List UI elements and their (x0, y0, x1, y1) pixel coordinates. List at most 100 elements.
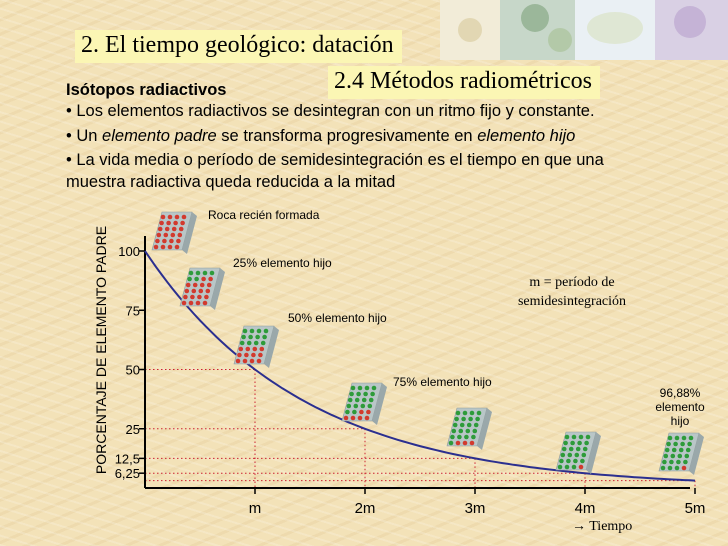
parent-atom (195, 300, 201, 306)
parent-atom (177, 232, 183, 238)
parent-atom (238, 346, 244, 352)
daughter-atom (263, 328, 269, 334)
parent-atom (366, 409, 371, 415)
daughter-atom (450, 434, 455, 440)
daughter-atom (578, 434, 584, 440)
daughter-atom (371, 385, 377, 391)
daughter-atom (561, 446, 567, 452)
daughter-atom (585, 434, 591, 440)
daughter-atom (262, 334, 267, 340)
parent-atom (469, 440, 475, 446)
daughter-atom (368, 397, 374, 403)
daughter-atom (364, 385, 370, 391)
parent-atom (159, 220, 164, 226)
cube-side (372, 383, 387, 425)
stage-label-6-line-0: 96,88% (660, 386, 701, 400)
daughter-atom (187, 276, 192, 282)
parent-atom (164, 226, 170, 232)
stage-cube-3 (341, 382, 387, 425)
cube-side (586, 432, 601, 474)
parent-atom (258, 352, 263, 358)
parent-atom (167, 244, 173, 250)
daughter-atom (253, 340, 259, 346)
parent-atom (350, 415, 356, 421)
cube-side (477, 408, 492, 450)
daughter-atom (571, 434, 577, 440)
x-tick-label: 5m (685, 500, 706, 517)
parent-atom (191, 288, 197, 294)
parent-atom (188, 300, 194, 306)
daughter-atom (681, 435, 687, 441)
daughter-atom (448, 440, 454, 446)
daughter-atom (363, 391, 368, 397)
daughter-atom (451, 428, 457, 434)
parent-atom (462, 440, 468, 446)
parent-atom (235, 358, 241, 364)
parent-atom (199, 282, 205, 288)
parent-atom (208, 276, 213, 282)
daughter-atom (473, 422, 479, 428)
daughter-atom (194, 276, 199, 282)
parent-atom (181, 214, 187, 220)
cube-side (689, 433, 704, 475)
parent-atom (163, 232, 169, 238)
daughter-atom (202, 270, 208, 276)
y-tick-label: 75 (126, 303, 140, 318)
parent-atom (455, 440, 461, 446)
bullet-1: • Los elementos radiactivos se desintegr… (66, 102, 595, 120)
daughter-atom (687, 441, 692, 447)
daughter-atom (209, 270, 215, 276)
stage-label-0: Roca recién formada (208, 208, 320, 222)
stage-label-2: 50% elemento hijo (288, 311, 387, 325)
daughter-atom (346, 403, 352, 409)
daughter-atom (678, 447, 684, 453)
daughter-atom (465, 428, 471, 434)
stage-cube-1 (179, 267, 225, 310)
parent-atom (185, 282, 191, 288)
parent-atom (153, 244, 159, 250)
daughter-atom (683, 459, 688, 465)
daughter-atom (357, 385, 363, 391)
cube-side (210, 268, 225, 310)
stage-cube-6 (658, 432, 704, 475)
parent-atom (681, 465, 687, 471)
daughter-atom (670, 453, 676, 459)
stage-cube-0 (151, 211, 197, 254)
daughter-atom (564, 464, 570, 470)
daughter-atom (455, 410, 461, 416)
daughter-atom (664, 447, 670, 453)
daughter-atom (564, 434, 570, 440)
annotation-line-1: m = período de (529, 275, 614, 290)
parent-atom (256, 358, 262, 364)
daughter-atom (349, 391, 354, 397)
parent-atom (155, 238, 160, 244)
stage-label-6-line-1: elemento (655, 400, 705, 414)
daughter-atom (685, 447, 691, 453)
daughter-atom (688, 435, 694, 441)
daughter-atom (345, 409, 350, 415)
daughter-atom (370, 391, 375, 397)
parent-atom (244, 352, 249, 358)
parent-atom (174, 214, 180, 220)
daughter-atom (676, 459, 681, 465)
x-tick-label: 3m (465, 500, 486, 517)
bullet-2-text-b: se transforma progresivamente en (216, 127, 478, 145)
parent-atom (167, 214, 173, 220)
daughter-atom (563, 440, 568, 446)
daughter-atom (464, 434, 469, 440)
daughter-atom (660, 465, 666, 471)
parent-atom (183, 294, 188, 300)
parent-atom (190, 294, 195, 300)
daughter-atom (684, 453, 690, 459)
parent-atom (171, 226, 177, 232)
daughter-atom (680, 441, 685, 447)
parent-atom (242, 358, 248, 364)
bullet-2: • Un elemento padre se transforma progre… (66, 127, 575, 146)
bullet-3-line-1: • La vida media o período de semidesinte… (66, 151, 604, 169)
daughter-atom (256, 328, 262, 334)
parent-atom (359, 409, 364, 415)
parent-atom (156, 232, 162, 238)
daughter-atom (367, 403, 373, 409)
y-tick-label: 6,25 (115, 466, 140, 481)
daughter-atom (663, 453, 669, 459)
